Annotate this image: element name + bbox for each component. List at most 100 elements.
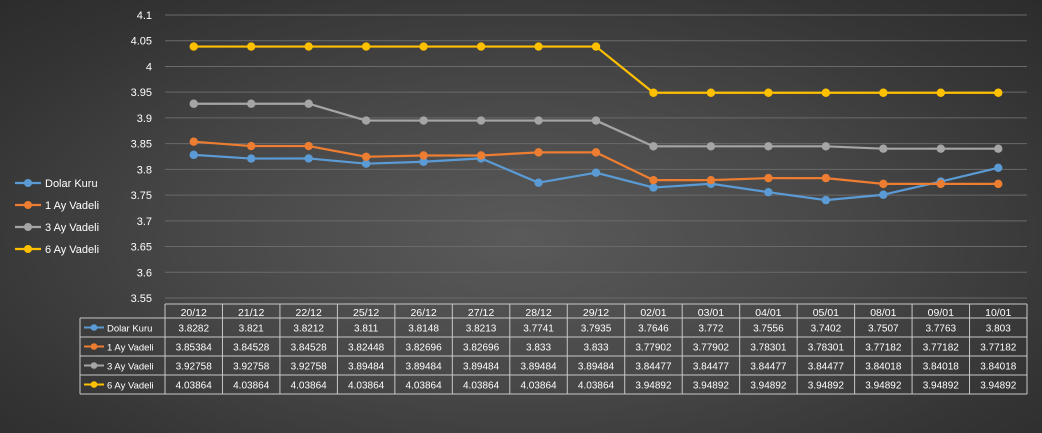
data-point (936, 88, 945, 97)
data-point (649, 175, 658, 185)
data-point (304, 42, 313, 51)
table-cell: 3.89484 (406, 362, 443, 373)
data-point (304, 154, 313, 163)
table-cell: 3.94892 (635, 381, 672, 392)
data-point (994, 144, 1003, 153)
table-cell: 4.03864 (291, 381, 328, 392)
table-key-marker (90, 381, 98, 388)
table-cell: 4.03864 (406, 381, 443, 392)
table-cell: 3.77182 (923, 343, 960, 354)
data-point (706, 175, 716, 185)
table-cell: 3.772 (698, 324, 723, 335)
table-cell: 3.7935 (581, 324, 612, 335)
x-category-label: 20/12 (181, 307, 207, 319)
data-point (821, 88, 831, 97)
data-point (247, 42, 256, 51)
table-cell: 3.82696 (406, 343, 443, 354)
x-category-label: 28/12 (525, 307, 551, 319)
x-category-label: 10/01 (985, 307, 1011, 319)
x-category-label: 04/01 (755, 307, 781, 319)
data-point (764, 173, 773, 183)
data-point (476, 151, 486, 160)
table-cell: 3.7763 (926, 324, 957, 335)
table-cell: 3.84018 (980, 362, 1017, 373)
y-tick-label: 3.75 (131, 190, 152, 202)
table-cell: 3.7507 (868, 324, 899, 335)
table-cell: 3.82696 (463, 343, 500, 354)
table-cell: 3.8282 (178, 324, 209, 335)
table-cell: 3.803 (986, 324, 1011, 335)
data-point (189, 137, 198, 146)
table-cell: 4.03864 (463, 381, 500, 392)
table-row-label: 3 Ay Vadeli (107, 362, 154, 373)
table-cell: 3.84018 (923, 362, 960, 373)
y-tick-label: 3.85 (131, 139, 152, 151)
table-cell: 3.84528 (233, 343, 270, 354)
legend: Dolar Kuru 1 Ay Vadeli 3 Ay Vadeli 6 Ay Vad… (15, 178, 99, 256)
table-cell: 3.94892 (865, 381, 902, 392)
table-cell: 3.85384 (176, 343, 213, 354)
y-tick-label: 4.05 (131, 36, 152, 48)
data-point (361, 42, 371, 51)
data-point (189, 150, 198, 160)
y-tick-label: 4.1 (137, 10, 152, 22)
table-cell: 3.84018 (865, 362, 902, 373)
x-category-label: 08/01 (870, 307, 896, 319)
table-cell: 4.03864 (233, 381, 270, 392)
table-cell: 3.8213 (466, 324, 497, 335)
table-key-marker (90, 343, 98, 350)
data-point (591, 42, 601, 51)
y-tick-label: 3.65 (131, 242, 152, 254)
table-cell: 3.94892 (693, 381, 730, 392)
series-line (193, 102, 999, 150)
legend-label: 3 Ay Vadeli (45, 222, 99, 234)
data-point (247, 141, 256, 151)
legend-label: 6 Ay Vadeli (45, 244, 99, 256)
table-cell: 3.89484 (578, 362, 615, 373)
table-cell: 3.94892 (923, 381, 960, 392)
table-cell: 3.94892 (980, 381, 1017, 392)
data-point (189, 42, 198, 51)
x-category-label: 29/12 (583, 307, 609, 319)
table-row-label: 1 Ay Vadeli (107, 343, 154, 354)
table-cell: 3.94892 (750, 381, 787, 392)
data-point (476, 116, 486, 125)
data-point (879, 179, 888, 189)
table-cell: 3.77902 (693, 343, 730, 354)
data-point (706, 88, 716, 97)
data-point (476, 42, 486, 51)
y-tick-label: 3.55 (131, 293, 152, 305)
data-point (419, 151, 428, 160)
data-point (994, 163, 1003, 173)
y-tick-label: 3.7 (137, 216, 152, 228)
x-category-label: 03/01 (698, 307, 724, 319)
data-point (994, 88, 1003, 97)
table-cell: 3.77182 (865, 343, 902, 354)
table-row-label: 6 Ay Vadeli (107, 381, 154, 392)
table-cell: 3.833 (583, 343, 608, 354)
legend-label: 1 Ay Vadeli (45, 200, 99, 212)
data-point (649, 142, 658, 151)
data-point (879, 88, 888, 97)
legend-swatch-marker (24, 201, 32, 209)
table-cell: 3.89484 (520, 362, 557, 373)
x-category-label: 27/12 (468, 307, 494, 319)
data-point (534, 178, 543, 187)
data-point (419, 42, 428, 51)
table-row-label: Dolar Kuru (107, 324, 152, 335)
data-point (361, 116, 371, 125)
data-point (821, 195, 831, 205)
x-category-label: 05/01 (813, 307, 839, 319)
data-point (534, 148, 543, 157)
data-point (419, 157, 428, 166)
data-point (419, 116, 428, 125)
data-point (994, 179, 1003, 189)
data-point (361, 152, 371, 161)
x-category-label: 22/12 (296, 307, 322, 319)
legend-label: Dolar Kuru (45, 178, 98, 190)
table-cell: 3.92758 (291, 362, 328, 373)
data-point (189, 99, 198, 108)
data-point (764, 88, 773, 97)
data-point (764, 188, 773, 197)
